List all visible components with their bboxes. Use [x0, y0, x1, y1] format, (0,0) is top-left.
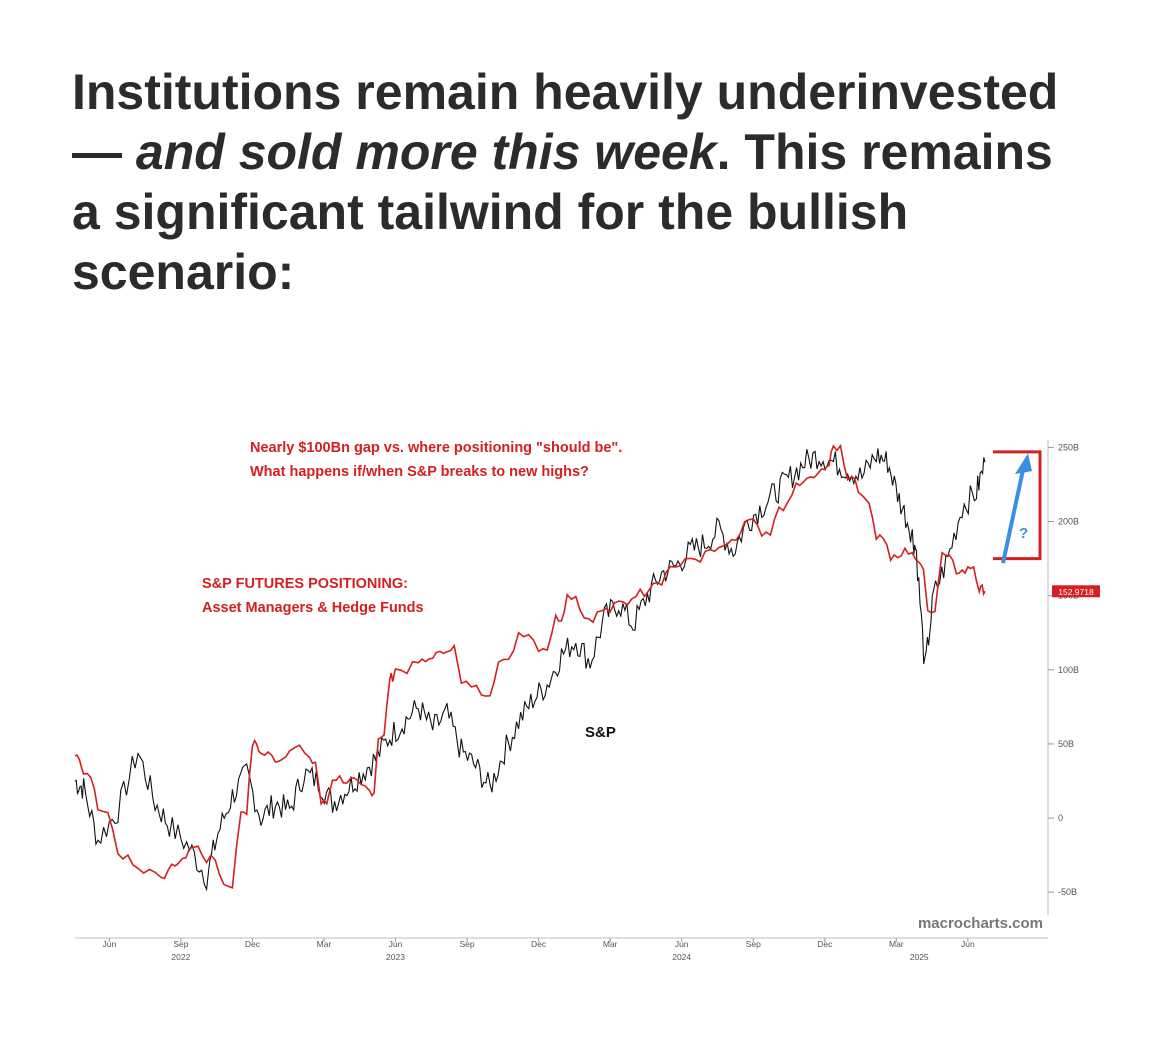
x-month-label: Jun — [389, 939, 403, 949]
x-month-label: Sep — [746, 939, 761, 949]
y-tick-label: 250B — [1058, 442, 1079, 452]
x-month-label: Sep — [459, 939, 474, 949]
axes-group: 250B200B150B100B50B0-50BJunSepDecMarJunS… — [75, 440, 1079, 962]
y-tick-label: 50B — [1058, 739, 1074, 749]
x-month-label: Jun — [102, 939, 116, 949]
positioning-line — [74, 443, 986, 889]
chart-container: 250B200B150B100B50B0-50BJunSepDecMarJunS… — [0, 420, 1170, 1032]
x-month-label: Jun — [675, 939, 689, 949]
x-month-label: Sep — [173, 939, 188, 949]
upward-arrow-shaft — [1001, 464, 1026, 564]
gap-bracket — [993, 450, 1042, 561]
x-month-label: Dec — [245, 939, 261, 949]
x-month-label: Dec — [817, 939, 833, 949]
headline-part2: . This remains a significant tailwind fo… — [72, 124, 1053, 300]
sp-series-label: S&P — [585, 724, 616, 741]
x-month-label: Mar — [317, 939, 332, 949]
last-value-text: 152.9718 — [1058, 587, 1094, 597]
x-month-label: Mar — [889, 939, 904, 949]
headline-emphasis: and sold more this week — [135, 124, 717, 180]
x-year-label: 2024 — [672, 952, 691, 962]
x-month-label: Dec — [531, 939, 547, 949]
series-group — [74, 443, 986, 892]
upward-arrow-head — [1015, 453, 1032, 475]
sp-price-line — [74, 448, 986, 892]
question-mark: ? — [1019, 525, 1028, 542]
y-tick-label: 0 — [1058, 813, 1063, 823]
annotation-positioning-line1: S&P FUTURES POSITIONING: — [202, 576, 408, 592]
y-tick-label: -50B — [1058, 887, 1077, 897]
positioning-chart: 250B200B150B100B50B0-50BJunSepDecMarJunS… — [74, 440, 1100, 962]
annotation-gap-line1: Nearly $100Bn gap vs. where positioning … — [250, 440, 622, 456]
y-tick-label: 100B — [1058, 665, 1079, 675]
x-month-label: Jun — [961, 939, 975, 949]
x-year-label: 2022 — [171, 952, 190, 962]
x-year-label: 2025 — [910, 952, 929, 962]
x-year-label: 2023 — [386, 952, 405, 962]
headline-part1: Institutions remain heavily underinveste… — [72, 64, 1059, 180]
overlay-group: 152.9718 — [993, 450, 1100, 598]
headline: Institutions remain heavily underinveste… — [72, 62, 1092, 302]
y-tick-label: 200B — [1058, 517, 1079, 527]
annotation-gap-line2: What happens if/when S&P breaks to new h… — [250, 464, 589, 480]
last-value-badge — [1052, 585, 1100, 598]
annotation-positioning-line2: Asset Managers & Hedge Funds — [202, 600, 424, 616]
x-month-label: Mar — [603, 939, 618, 949]
watermark: macrocharts.com — [918, 915, 1043, 932]
